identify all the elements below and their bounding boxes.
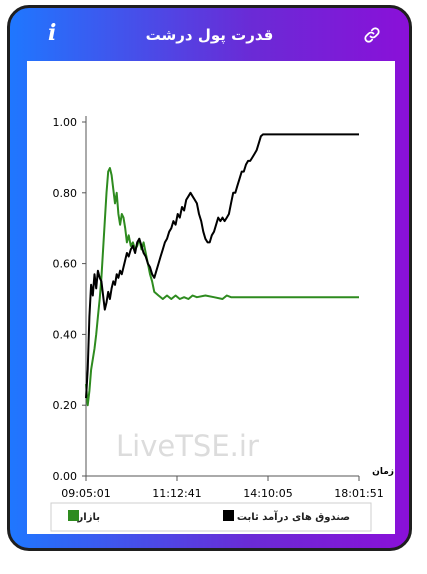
x-tick-label: 09:05:01 <box>61 487 110 500</box>
card-title: قدرت پول درشت <box>145 25 274 44</box>
y-tick-label: 0.80 <box>53 187 78 200</box>
y-tick-label: 0.60 <box>53 258 78 271</box>
y-tick-label: 0.40 <box>53 328 78 341</box>
legend: بازار صندوق های درآمد ثابت <box>50 502 372 532</box>
info-icon[interactable]: i <box>48 20 57 46</box>
card-header: i قدرت پول درشت <box>10 8 409 61</box>
watermark: LiveTSE.ir <box>116 429 259 463</box>
legend-label-market: بازار <box>77 512 100 523</box>
line-chart: LiveTSE.ir 0.00 0.20 0.40 0.60 0.80 1.00 09:05… <box>50 116 394 532</box>
series-line-market <box>85 167 359 407</box>
legend-swatch-fixed-income <box>223 510 234 521</box>
legend-swatch-market <box>68 510 79 521</box>
series-line-fixed-income <box>85 133 359 399</box>
link-icon[interactable] <box>363 26 381 44</box>
y-tick-label: 0.00 <box>53 470 78 483</box>
y-tick-label: 0.20 <box>53 399 78 412</box>
x-tick-label: 11:12:41 <box>152 487 201 500</box>
legend-label-fixed-income: صندوق های درآمد ثابت <box>237 510 350 523</box>
x-axis-label: زمان <box>372 467 394 477</box>
x-tick-label: 14:10:05 <box>243 487 292 500</box>
chart-area: LiveTSE.ir 0.00 0.20 0.40 0.60 0.80 1.00 09:05… <box>27 61 395 534</box>
chart-card: i قدرت پول درشت LiveTSE.ir 0.00 0.20 0.40 0… <box>7 5 412 551</box>
y-tick-label: 1.00 <box>53 116 78 129</box>
x-tick-label: 18:01:51 <box>334 487 383 500</box>
